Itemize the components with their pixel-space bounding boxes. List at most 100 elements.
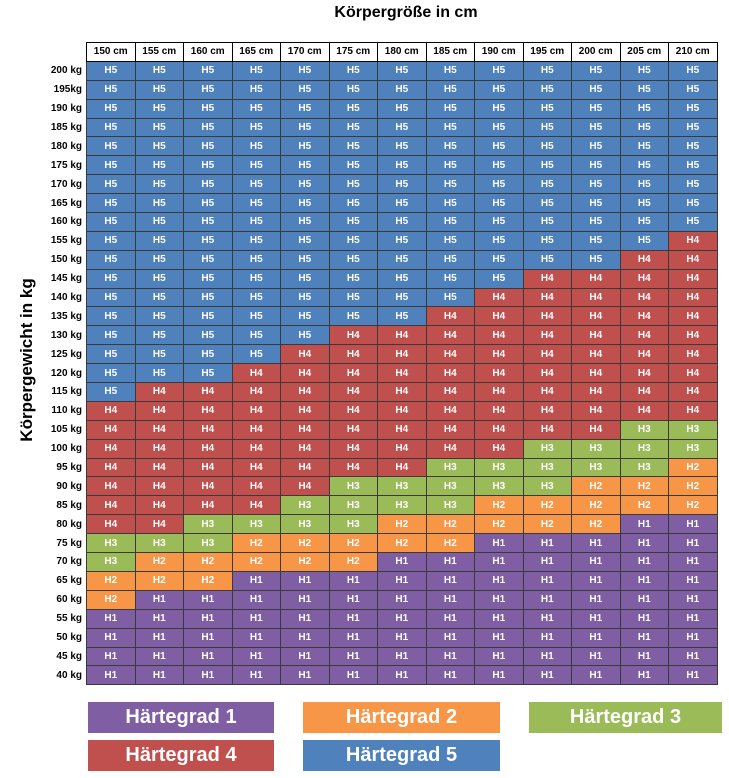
heatmap-cell: H4 [86,457,136,478]
heatmap-cell: H4 [134,476,184,497]
heatmap-cell: H5 [134,60,184,81]
heatmap-cell: H5 [231,98,281,119]
heatmap-cell: H4 [474,306,524,327]
heatmap-cell: H5 [231,268,281,289]
heatmap-cell: H1 [522,627,572,648]
heatmap-cell: H5 [377,155,427,176]
heatmap-cell: H5 [183,155,233,176]
table-row: 130 kg H5 H5 H5 H5 H5 H4 H4 H4 H4 H4 H4 H4 H4 [37,325,718,346]
heatmap-cell: H1 [668,665,718,686]
heatmap-cell: H2 [668,457,718,478]
heatmap-cell: H1 [619,514,669,535]
heatmap-cell: H5 [134,79,184,100]
heatmap-cell: H5 [474,98,524,119]
heatmap-cell: H5 [619,117,669,138]
x-tick-label: 185 cm [425,42,475,62]
heatmap-cell: H2 [231,552,281,572]
heatmap-cell: H5 [183,230,233,251]
heatmap-cell: H1 [280,608,330,629]
table-row: 45 kg H1 H1 H1 H1 H1 H1 H1 H1 H1 H1 H1 H1 H1 [37,646,718,667]
heatmap-cell: H1 [231,646,281,667]
heatmap-cell: H3 [328,495,378,516]
table-row: 80 kg H4 H4 H3 H3 H3 H3 H2 H2 H2 H2 H2 H1 H1 [37,514,718,535]
heatmap-cell: H5 [619,155,669,176]
heatmap-cell: H4 [183,438,233,459]
heatmap-cell: H5 [668,60,718,81]
heatmap-cell: H5 [280,117,330,138]
heatmap-cell: H5 [328,287,378,308]
heatmap-cell: H5 [280,230,330,251]
table-row: 165 kg H5 H5 H5 H5 H5 H5 H5 H5 H5 H5 H5 H5 H5 [37,193,718,214]
heatmap-cell: H4 [425,419,475,440]
heatmap-cell: H4 [474,344,524,365]
heatmap-cell: H1 [328,570,378,591]
y-tick-label: 135 kg [37,306,87,326]
heatmap-cell: H4 [377,382,427,402]
heatmap-cell: H4 [425,438,475,459]
heatmap-cell: H1 [619,589,669,610]
heatmap-cell: H4 [280,400,330,421]
heatmap-cell: H4 [571,382,621,402]
x-tick-label: 175 cm [328,42,378,62]
heatmap-cell: H3 [328,476,378,497]
heatmap-cell: H4 [522,287,572,308]
heatmap-cell: H1 [668,589,718,610]
heatmap-cell: H4 [377,438,427,459]
heatmap-cell: H5 [183,325,233,346]
heatmap-cell: H5 [571,136,621,157]
table-row: 120 kg H5 H5 H5 H4 H4 H4 H4 H4 H4 H4 H4 H4 H4 [37,363,718,384]
heatmap-cell: H5 [474,193,524,214]
heatmap-cell: H4 [377,400,427,421]
heatmap-cell: H5 [619,98,669,119]
heatmap-cell: H5 [86,363,136,384]
heatmap-cell: H5 [328,230,378,251]
heatmap-cell: H4 [619,382,669,402]
heatmap-cell: H1 [619,665,669,686]
heatmap-cell: H5 [183,344,233,365]
heatmap-cell: H4 [571,287,621,308]
heatmap-cell: H5 [474,79,524,100]
heatmap-cell: H3 [183,514,233,535]
heatmap-cell: H5 [377,117,427,138]
heatmap-cell: H1 [425,665,475,686]
heatmap-cell: H5 [425,98,475,119]
heatmap-cell: H5 [474,155,524,176]
heatmap-cell: H5 [86,136,136,157]
heatmap-cell: H4 [86,514,136,535]
heatmap-cell: H3 [377,476,427,497]
heatmap-cell: H4 [668,325,718,346]
heatmap-cell: H1 [183,665,233,686]
y-tick-label: 60 kg [37,589,87,610]
heatmap-cell: H5 [280,98,330,119]
heatmap-cell: H5 [280,155,330,176]
heatmap-cell: H1 [377,570,427,591]
heatmap-cell: H1 [474,570,524,591]
heatmap-cell: H5 [571,212,621,232]
heatmap-cell: H4 [328,382,378,402]
heatmap-cell: H4 [571,363,621,384]
heatmap-cell: H4 [425,382,475,402]
heatmap-cell: H5 [134,98,184,119]
heatmap-cell: H2 [377,514,427,535]
y-tick-label: 175 kg [37,155,87,175]
heatmap-cell: H5 [328,268,378,289]
heatmap-cell: H4 [280,457,330,478]
hardness-table-body: 200 kg H5 H5 H5 H5 H5 H5 H5 H5 H5 H5 H5 H5 H5 195kg H5 H… [37,60,718,686]
heatmap-cell: H3 [377,495,427,516]
x-tick-label: 155 cm [134,42,184,62]
heatmap-cell: H3 [183,533,233,554]
heatmap-cell: H4 [280,382,330,402]
heatmap-cell: H5 [86,212,136,232]
heatmap-cell: H5 [328,174,378,195]
heatmap-cell: H4 [328,344,378,365]
x-tick-label: 160 cm [183,42,233,62]
heatmap-cell: H1 [522,533,572,554]
heatmap-cell: H5 [328,212,378,232]
heatmap-cell: H4 [231,363,281,384]
table-row: 140 kg H5 H5 H5 H5 H5 H5 H5 H5 H4 H4 H4 H4 H4 [37,287,718,308]
table-row: 65 kg H2 H2 H2 H1 H1 H1 H1 H1 H1 H1 H1 H1 H1 [37,570,718,591]
heatmap-cell: H2 [668,476,718,497]
heatmap-cell: H1 [668,514,718,535]
heatmap-cell: H5 [668,79,718,100]
heatmap-cell: H1 [668,552,718,572]
